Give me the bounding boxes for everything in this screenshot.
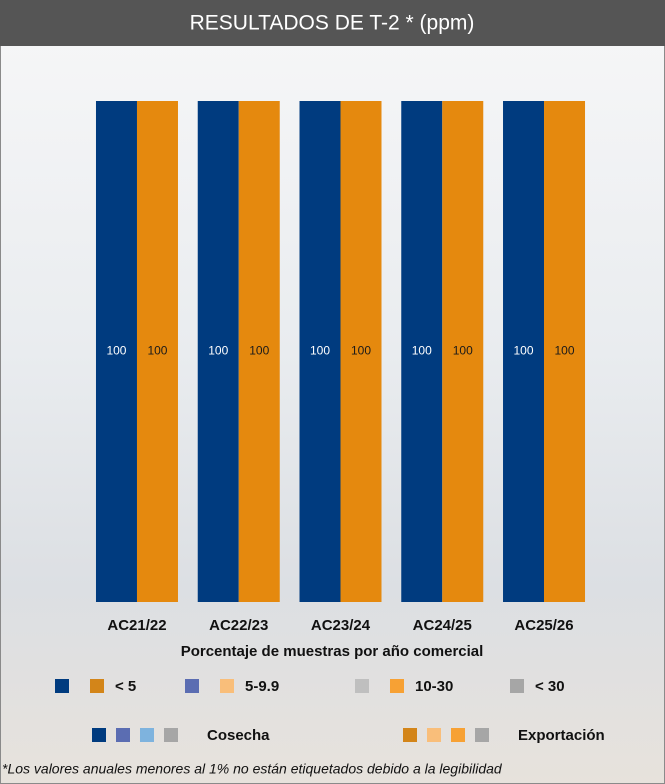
bar-value-label: 100 [412,344,432,358]
legend-level-label: < 30 [535,678,565,695]
bar-value-label: 100 [310,344,330,358]
legend-swatch [164,728,178,742]
x-tick-label: AC24/25 [413,617,472,634]
x-tick-label: AC22/23 [209,617,268,634]
header-bar [0,0,665,46]
x-tick-label: AC23/24 [311,617,371,634]
legend-swatch [355,679,369,693]
bar-value-label: 100 [249,344,269,358]
footnote: *Los valores anuales menores al 1% no es… [2,761,503,777]
legend-swatch [510,679,524,693]
legend-level-label: 5-9.9 [245,678,279,695]
legend-swatch [403,728,417,742]
bar [238,101,280,602]
bar [503,101,545,602]
bar [136,101,178,602]
bar-value-label: 100 [453,344,473,358]
legend-swatch [390,679,404,693]
legend-level-label: 10-30 [415,678,453,695]
legend-label: Exportación [518,727,605,744]
legend-swatch [427,728,441,742]
bar [299,101,341,602]
legend-label: Cosecha [207,727,270,744]
bar-value-label: 100 [514,344,534,358]
bar-value-label: 100 [208,344,228,358]
legend-swatch [140,728,154,742]
legend-swatch [451,728,465,742]
bar [401,101,443,602]
bar-value-label: 100 [106,344,126,358]
bar [442,101,484,602]
x-tick-label: AC25/26 [514,617,573,634]
x-axis-label: Porcentaje de muestras por año comercial [181,643,484,660]
legend-swatch [92,728,106,742]
legend-swatch [185,679,199,693]
chart-title: RESULTADOS DE T-2 * (ppm) [190,12,475,35]
bar [544,101,586,602]
legend-level-label: < 5 [115,678,136,695]
bar [197,101,239,602]
legend-swatch [475,728,489,742]
bar [95,101,137,602]
legend-swatch [220,679,234,693]
legend-swatch [90,679,104,693]
legend-swatch [116,728,130,742]
legend-swatch [55,679,69,693]
x-tick-label: AC21/22 [107,617,166,634]
bar-value-label: 100 [351,344,371,358]
bar-value-label: 100 [147,344,167,358]
bar [340,101,382,602]
bar-value-label: 100 [555,344,575,358]
